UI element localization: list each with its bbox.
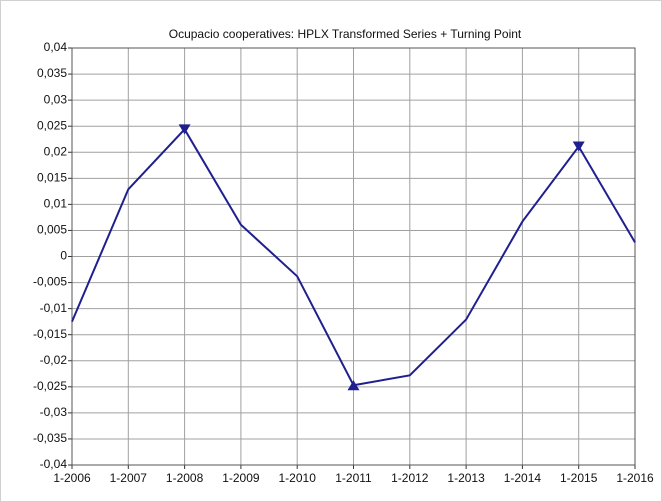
y-tick-label: 0 <box>60 249 67 263</box>
x-tick-label: 1-2009 <box>222 471 260 485</box>
y-tick-label: -0,035 <box>33 431 67 445</box>
trough-marker <box>347 380 360 391</box>
x-tick-label: 1-2014 <box>504 471 542 485</box>
y-tick-label: -0,015 <box>33 327 67 341</box>
x-tick-label: 1-2008 <box>166 471 204 485</box>
y-tick-label: -0,04 <box>40 457 68 471</box>
y-tick-label: 0,005 <box>37 223 67 237</box>
y-tick-label: 0,03 <box>44 92 68 106</box>
x-tick-label: 1-2011 <box>335 471 372 485</box>
x-tick-label: 1-2015 <box>560 471 598 485</box>
peak-marker <box>572 141 585 152</box>
x-tick-label: 1-2006 <box>53 471 91 485</box>
y-tick-label: 0,04 <box>44 40 68 54</box>
y-tick-label: -0,03 <box>40 405 68 419</box>
x-tick-label: 1-2007 <box>110 471 148 485</box>
x-tick-label: 1-2012 <box>391 471 429 485</box>
x-tick-label: 1-2013 <box>447 471 485 485</box>
chart-title: Ocupacio cooperatives: HPLX Transformed … <box>169 27 522 41</box>
y-tick-label: -0,005 <box>33 275 67 289</box>
y-tick-label: 0,015 <box>37 170 67 184</box>
plot-border <box>71 47 636 466</box>
y-tick-label: 0,035 <box>37 66 67 80</box>
x-tick-label: 1-2016 <box>616 471 654 485</box>
y-tick-label: -0,025 <box>33 379 67 393</box>
y-tick-label: -0,02 <box>40 353 68 367</box>
y-tick-label: 0,02 <box>44 144 68 158</box>
peak-marker <box>178 124 191 135</box>
x-tick-label: 1-2010 <box>279 471 317 485</box>
y-tick-label: -0,01 <box>40 301 68 315</box>
y-tick-label: 0,025 <box>37 118 67 132</box>
y-tick-label: 0,01 <box>44 197 68 211</box>
